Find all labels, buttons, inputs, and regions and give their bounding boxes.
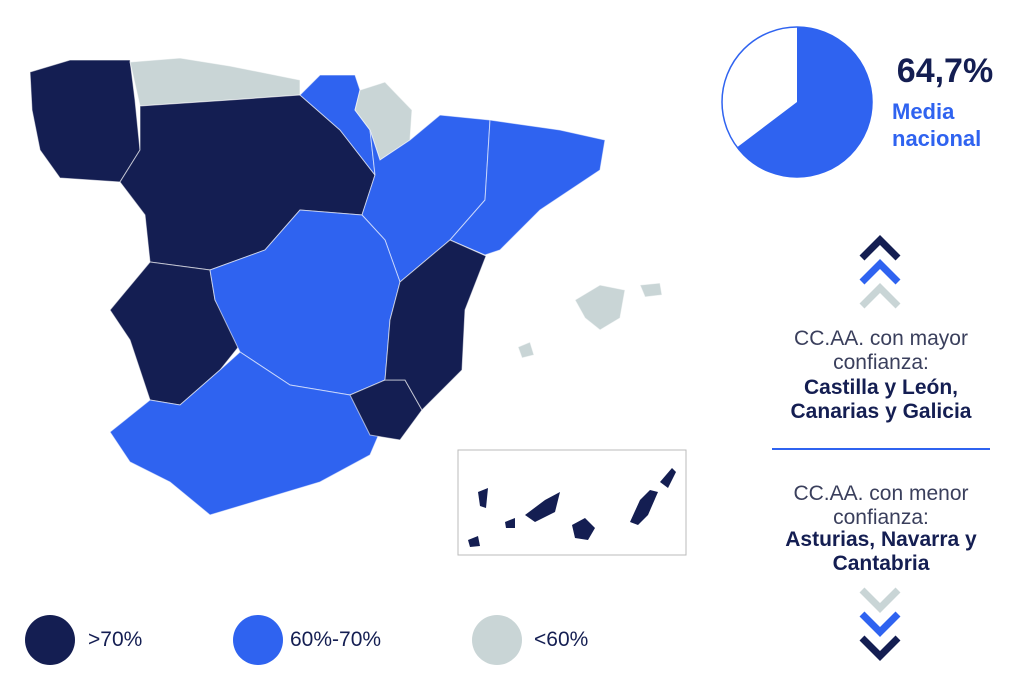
down-arrows (859, 587, 901, 661)
highest-intro: CC.AA. con mayor confianza: (794, 327, 968, 374)
up-arrows (859, 235, 901, 309)
island (505, 518, 515, 528)
legend-label: >70% (88, 628, 143, 651)
island (468, 536, 480, 547)
region (449, 119, 606, 256)
spain-map (29, 57, 663, 516)
chevron (859, 587, 901, 613)
legend-label: <60% (534, 628, 589, 651)
island (660, 468, 676, 488)
chevron (859, 235, 901, 261)
lowest-intro: CC.AA. con menor confianza: (793, 482, 969, 529)
legend-swatch (25, 615, 75, 665)
national-value: 64,7% (896, 52, 994, 90)
chevron (859, 259, 901, 285)
chevron (859, 611, 901, 637)
highest-names: Castilla y León, Canarias y Galicia (790, 376, 972, 423)
national-caption: Media nacional (892, 99, 982, 151)
chevron (859, 283, 901, 309)
region (384, 239, 487, 411)
pie (721, 26, 873, 178)
chevron (859, 635, 901, 661)
legend (25, 615, 522, 665)
island (525, 492, 560, 522)
island (478, 488, 488, 508)
island (572, 518, 595, 540)
canarias (468, 468, 676, 547)
island (630, 490, 658, 525)
canarias-frame (457, 449, 687, 556)
lowest-names: Asturias, Navarra y Cantabria (785, 528, 977, 575)
legend-swatch (233, 615, 283, 665)
legend-label: 60%-70% (290, 628, 382, 651)
region (639, 282, 663, 298)
region (574, 284, 626, 331)
region (29, 59, 141, 183)
pie-slice (737, 27, 873, 177)
legend-swatch (472, 615, 522, 665)
region (517, 341, 535, 359)
